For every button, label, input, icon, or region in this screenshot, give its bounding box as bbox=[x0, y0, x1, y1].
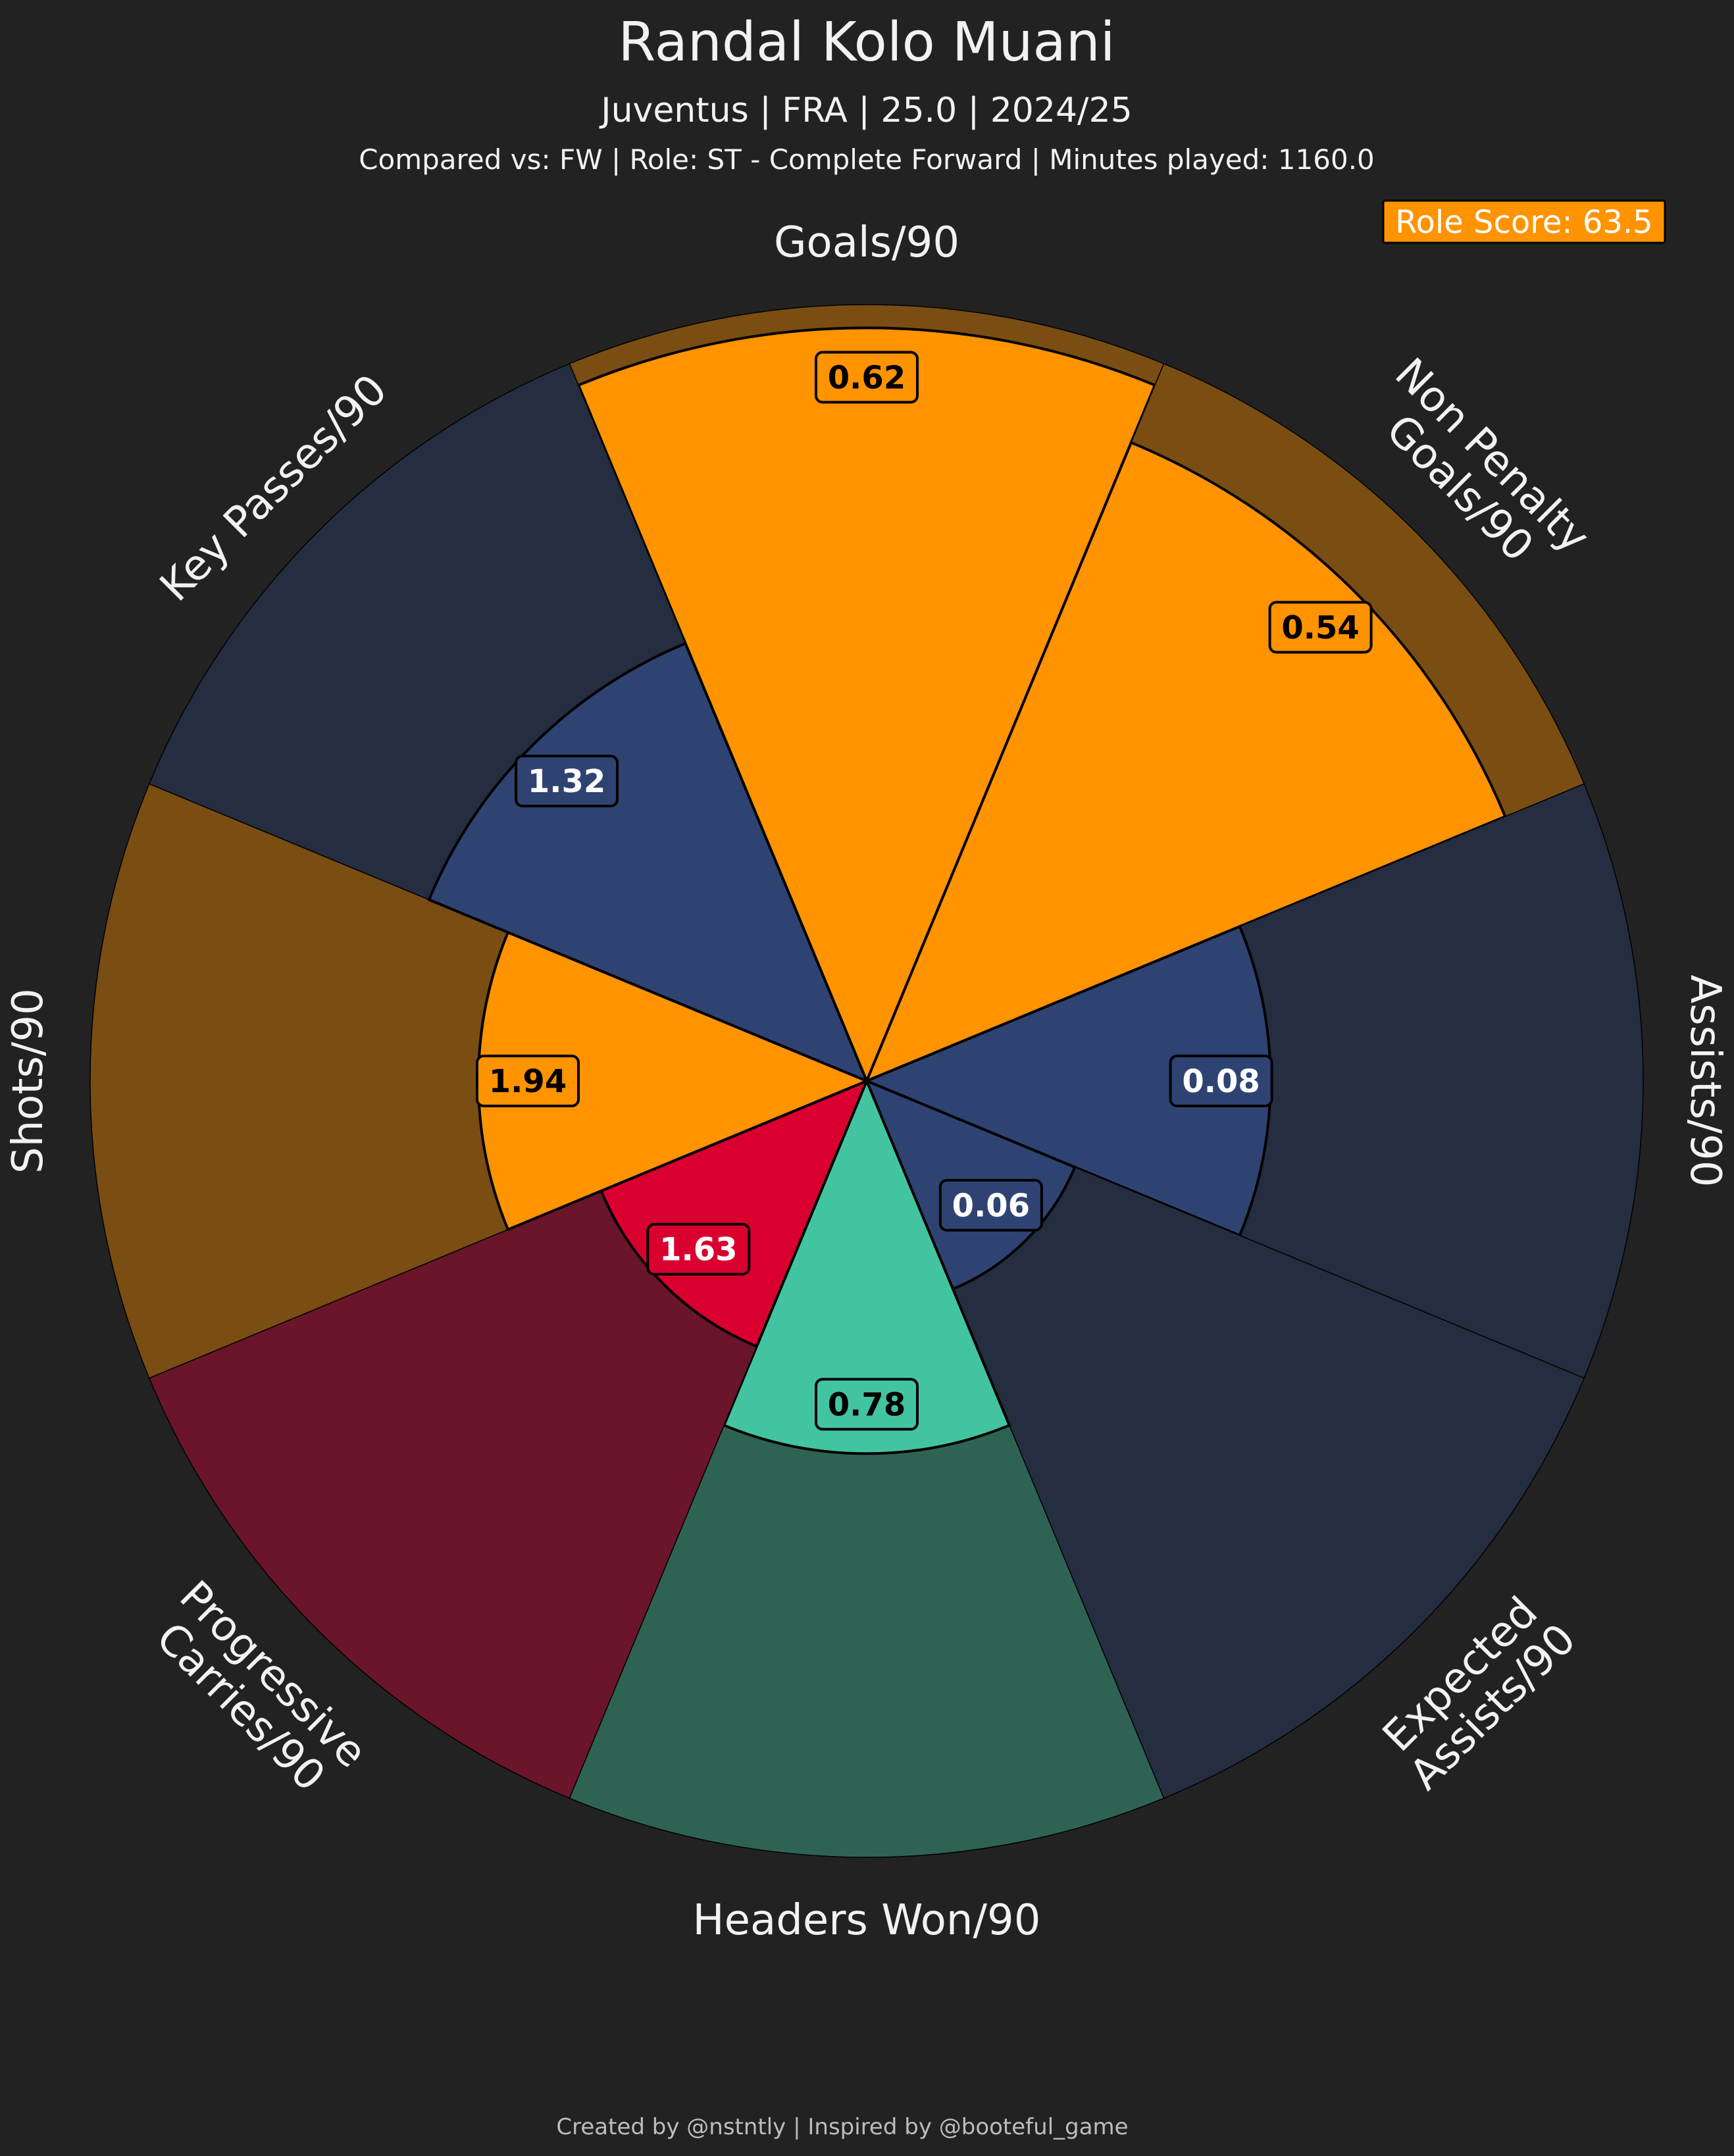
category-label-line: Goals/90 bbox=[774, 218, 959, 267]
value-label-text: 0.62 bbox=[828, 359, 905, 396]
category-label-line: Assists/90 bbox=[1681, 974, 1729, 1187]
value-label-text: 1.94 bbox=[489, 1063, 567, 1100]
value-label-box bbox=[938, 1178, 1043, 1232]
category-label: Assists/90 bbox=[1681, 974, 1729, 1187]
value-label: 1.63 bbox=[646, 1222, 751, 1276]
category-label-line: Headers Won/90 bbox=[693, 1896, 1041, 1945]
value-label-text: 1.63 bbox=[659, 1232, 737, 1268]
slice-value bbox=[576, 326, 1157, 1085]
value-label-text: 0.06 bbox=[952, 1188, 1030, 1224]
value-label-text: 0.78 bbox=[828, 1386, 905, 1423]
chart-slices bbox=[89, 304, 1644, 1858]
category-label: Headers Won/90 bbox=[693, 1896, 1041, 1945]
role-score-text: Role Score: 63.5 bbox=[1395, 204, 1652, 241]
value-label-text: 0.54 bbox=[1281, 609, 1359, 646]
value-label-text: 1.32 bbox=[528, 763, 605, 800]
category-label-line: Shots/90 bbox=[4, 988, 53, 1174]
value-label: 1.32 bbox=[515, 755, 619, 808]
value-label: 0.06 bbox=[938, 1178, 1043, 1232]
chart-title: Randal Kolo Muani bbox=[618, 11, 1115, 74]
value-label-box bbox=[1268, 601, 1373, 654]
value-label-box bbox=[1169, 1055, 1273, 1107]
value-label-box bbox=[815, 1378, 919, 1431]
chart-comparison-info: Compared vs: FW | Role: ST - Complete Fo… bbox=[359, 143, 1375, 176]
value-label-box bbox=[646, 1222, 751, 1276]
value-label-text: 0.08 bbox=[1182, 1063, 1260, 1100]
category-label: Goals/90 bbox=[774, 218, 959, 267]
value-labels: 0.62 0.54 0.08 0.06 0.78 1.63 1.94 1.32 bbox=[476, 351, 1373, 1431]
role-score-badge: Role Score: 63.5 bbox=[1382, 199, 1666, 244]
value-label: 1.94 bbox=[476, 1055, 580, 1107]
value-label-box bbox=[476, 1055, 580, 1107]
slice-value bbox=[599, 1078, 869, 1349]
value-label: 0.78 bbox=[815, 1378, 919, 1431]
slice-background bbox=[569, 1080, 1165, 1858]
slice-background bbox=[865, 1080, 1585, 1799]
role-score-box bbox=[1382, 199, 1666, 244]
value-label: 0.62 bbox=[815, 351, 919, 404]
value-label-box bbox=[815, 351, 919, 404]
value-label: 0.54 bbox=[1268, 601, 1373, 654]
slice-value bbox=[722, 1077, 1011, 1455]
value-label-box bbox=[515, 755, 619, 808]
value-label: 0.08 bbox=[1169, 1055, 1273, 1107]
footer-credit: Created by @nstntly | Inspired by @boote… bbox=[556, 2114, 1128, 2140]
chart-subtitle: Juventus | FRA | 25.0 | 2024/25 bbox=[599, 91, 1133, 130]
category-label: Shots/90 bbox=[4, 988, 53, 1174]
slice-value bbox=[427, 641, 869, 1084]
